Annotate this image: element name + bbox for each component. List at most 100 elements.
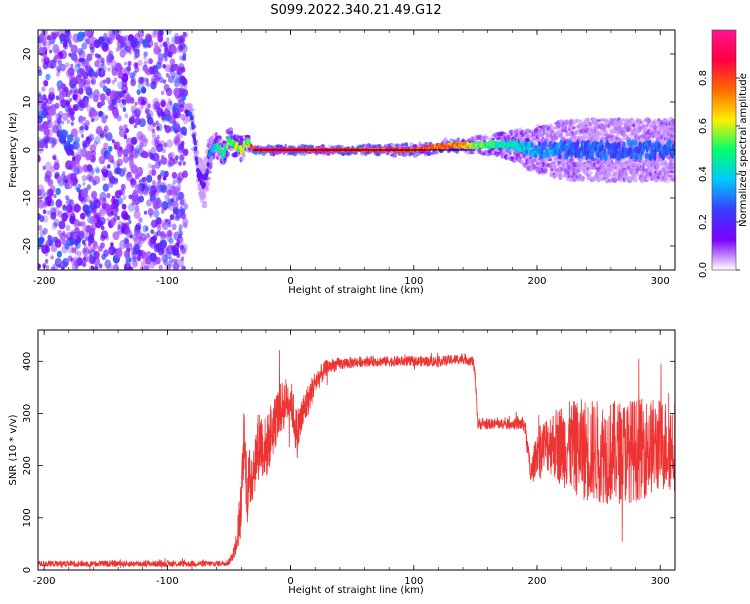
noise-blob [85, 225, 91, 233]
noise-blob [145, 108, 150, 114]
noise-blob [57, 87, 61, 92]
noise-blob [180, 156, 185, 162]
noise-blob [111, 160, 114, 164]
signal-core [531, 142, 534, 148]
signal-core [195, 160, 198, 165]
noise-blob [133, 153, 138, 159]
noise-blob [44, 80, 49, 86]
noise-blob [101, 61, 104, 65]
noise-blob [107, 67, 110, 72]
noise-blob [113, 217, 117, 222]
noise-blob [52, 110, 56, 116]
noise-blob [176, 177, 182, 185]
noise-blob [131, 251, 138, 260]
signal-halo [209, 162, 213, 165]
signal-halo [559, 134, 563, 137]
noise-blob [55, 31, 59, 37]
noise-blob [85, 210, 90, 217]
noise-blob [164, 125, 167, 129]
noise-blob [155, 217, 161, 224]
signal-halo [632, 174, 637, 177]
noise-blob [104, 133, 108, 138]
noise-blob [160, 238, 167, 247]
noise-blob [71, 166, 76, 172]
noise-blob [153, 46, 160, 55]
noise-blob [135, 223, 141, 231]
noise-blob [81, 189, 88, 198]
noise-blob [182, 170, 188, 178]
noise-blob [103, 129, 107, 134]
noise-blob [89, 43, 94, 50]
noise-blob [163, 41, 168, 47]
noise-blob [127, 61, 131, 66]
noise-blob [53, 63, 57, 68]
noise-blob [116, 47, 120, 52]
noise-blob [71, 116, 75, 121]
noise-blob [70, 64, 73, 68]
noise-blob [68, 255, 73, 261]
noise-blob [53, 194, 56, 198]
noise-blob [130, 75, 135, 82]
noise-blob [156, 62, 162, 70]
signal-halo [507, 155, 510, 161]
signal-halo [664, 174, 669, 178]
noise-blob [108, 146, 113, 152]
noise-blob [115, 250, 122, 259]
noise-blob [108, 134, 113, 141]
signal-core [538, 141, 541, 147]
noise-blob [108, 249, 112, 254]
noise-blob [168, 98, 172, 103]
noise-blob [160, 249, 164, 255]
noise-blob [141, 178, 145, 183]
noise-blob [78, 126, 84, 134]
noise-blob [173, 88, 179, 96]
noise-blob [174, 65, 179, 72]
noise-blob [131, 99, 134, 103]
noise-blob [183, 161, 186, 165]
noise-blob [134, 55, 138, 60]
noise-blob [44, 57, 50, 65]
noise-blob [147, 117, 153, 125]
noise-blob [86, 137, 89, 141]
noise-blob [123, 214, 128, 220]
noise-blob [99, 111, 104, 118]
signal-halo [213, 153, 215, 159]
signal-core [622, 141, 625, 148]
signal-halo [240, 158, 244, 160]
noise-blob [166, 73, 170, 78]
noise-blob [113, 178, 118, 185]
noise-blob [138, 195, 144, 202]
noise-blob [120, 42, 127, 51]
noise-blob [44, 128, 50, 136]
noise-blob [124, 250, 130, 258]
noise-blob [122, 195, 126, 200]
noise-blob [39, 237, 45, 244]
signal-halo [588, 171, 593, 175]
noise-blob [143, 39, 149, 47]
noise-blob [137, 89, 141, 95]
noise-blob [64, 262, 68, 268]
noise-blob [39, 215, 44, 222]
noise-blob [45, 74, 50, 81]
noise-blob [56, 199, 63, 208]
noise-blob [167, 139, 174, 148]
noise-blob [181, 256, 185, 261]
noise-blob [96, 168, 100, 174]
noise-blob [63, 204, 67, 209]
noise-blob [94, 251, 100, 259]
signal-halo [435, 151, 439, 154]
noise-blob [66, 232, 73, 241]
noise-blob [153, 123, 156, 127]
signal-halo [362, 144, 366, 148]
signal-halo [385, 152, 390, 154]
noise-blob [157, 175, 161, 181]
noise-blob [57, 230, 61, 236]
noise-blob [69, 98, 72, 102]
signal-halo [202, 195, 207, 200]
noise-blob [149, 189, 152, 193]
noise-blob [49, 50, 52, 54]
noise-blob [36, 66, 41, 73]
signal-halo [473, 150, 476, 153]
noise-blob [95, 53, 99, 58]
